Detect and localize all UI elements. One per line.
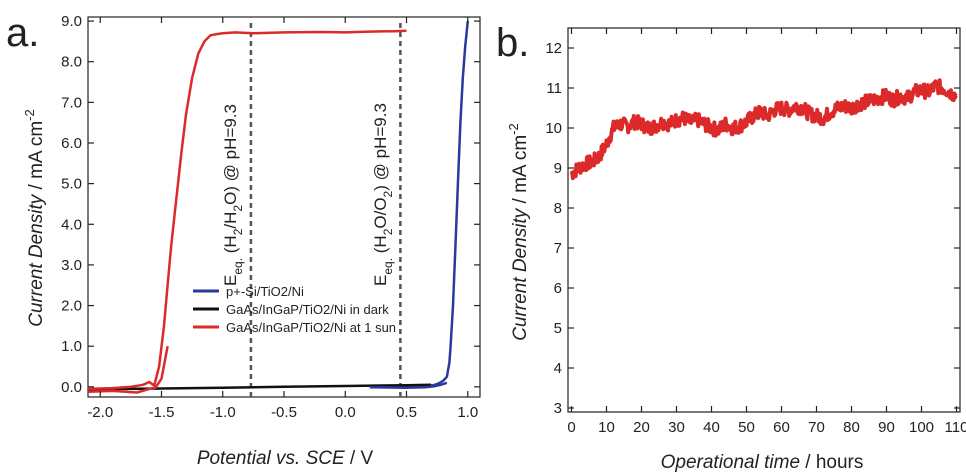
panel-b-ytick-label-3: 6: [554, 280, 562, 297]
panel-b-ytick-label-6: 9: [554, 160, 562, 177]
panel-a-ytick-label-7: 7.0: [61, 94, 82, 111]
panel-b-xtick-label-10: 100: [909, 419, 934, 436]
panel-b: b. 0 10 20 30 40 50 60 70 80 90 100 110 3 4 5 6 7 8 9 10 11…: [496, 21, 966, 472]
panel-a-xtick-label-2: -1.0: [210, 404, 236, 421]
panel-a-y-ticks: 0.0 1.0 2.0 3.0 4.0 5.0 6.0 7.0 8.0 9.0: [61, 13, 480, 396]
panel-b-xtick-label-5: 50: [738, 419, 755, 436]
panel-a-frame: [87, 16, 481, 398]
vline-label-o2-eq: eq.: [381, 258, 395, 275]
vline-label-h2-part1: (H: [221, 235, 240, 258]
panel-b-xtick-label-4: 40: [703, 419, 720, 436]
panel-b-y-axis-title-sup: -2: [506, 123, 521, 135]
vline-label-h2-sub2: 2: [231, 205, 245, 212]
panel-b-ytick-label-2: 5: [554, 320, 562, 337]
panel-a-ytick-label-9: 9.0: [61, 13, 82, 30]
panel-a-label: a.: [6, 11, 39, 55]
panel-b-ytick-label-5: 8: [554, 200, 562, 217]
vline-label-o2-sub2: 2: [381, 190, 395, 197]
panel-a-ytick-label-4: 4.0: [61, 216, 82, 233]
panel-b-xtick-label-0: 0: [567, 419, 575, 436]
panel-b-xtick-label-3: 30: [668, 419, 685, 436]
panel-b-ytick-label-1: 4: [554, 360, 562, 377]
panel-a-ytick-label-6: 6.0: [61, 135, 82, 152]
panel-a-x-axis-title-main: Potential vs. SCE: [197, 448, 345, 469]
panel-a-xtick-label-4: 0.0: [335, 404, 356, 421]
panel-b-xtick-label-8: 80: [843, 419, 860, 436]
panel-a-y-axis-title-sup: -2: [22, 109, 37, 121]
legend-label-sun: GaAs/InGaP/TiO2/Ni at 1 sun: [226, 320, 396, 335]
vline-label-o2-part2: O/O: [371, 197, 390, 228]
panel-b-x-axis-title: Operational time / hours: [661, 452, 864, 472]
vline-label-o2-sub1: 2: [381, 228, 395, 235]
panel-b-series-0: [569, 78, 958, 181]
panel-b-x-axis-title-unit: / hours: [800, 452, 863, 472]
panel-a-xtick-label-0: -2.0: [87, 404, 113, 421]
panel-a-x-axis-title: Potential vs. SCE / V: [197, 448, 374, 469]
vline-label-o2-part3: ) @ pH=9.3: [371, 103, 390, 191]
panel-b-frame: [567, 27, 961, 413]
panel-a-series-2: [87, 29, 407, 391]
vline-label-h2-eq: eq.: [231, 258, 245, 275]
panel-b-x-ticks: 0 10 20 30 40 50 60 70 80 90 100 110: [567, 28, 966, 436]
panel-b-y-axis-title-main: Current Density: [510, 207, 531, 340]
panel-b-label: b.: [496, 21, 529, 65]
panel-b-xtick-label-2: 20: [633, 419, 650, 436]
panel-b-y-ticks: 3 4 5 6 7 8 9 10 11 12: [545, 40, 960, 417]
panel-a-legend: p+-Si/TiO2/Ni GaAs/InGaP/TiO2/Ni in dark…: [193, 284, 396, 335]
panel-a-xtick-label-3: -0.5: [271, 404, 297, 421]
vline-label-h2-part3: O) @ pH=9.3: [221, 104, 240, 205]
vline-label-h2-e: E: [221, 275, 240, 286]
panel-b-xtick-label-6: 60: [773, 419, 790, 436]
panel-a-ytick-label-5: 5.0: [61, 176, 82, 193]
panel-a-plot: [87, 16, 481, 398]
panel-a-ytick-label-8: 8.0: [61, 54, 82, 71]
panel-b-x-axis-title-main: Operational time: [661, 452, 800, 472]
panel-a-series-4: [369, 381, 448, 389]
panel-a-y-axis-title-unit: / mA cm: [26, 121, 47, 195]
vline-label-h2: Eeq. (H2/H2O) @ pH=9.3: [221, 104, 245, 286]
panel-a: a. -2.0 -1.5 -1.0 -0.5 0.0 0.5 1.0 0.0 1.0 2.0 3.…: [6, 11, 481, 469]
legend-label-dark: GaAs/InGaP/TiO2/Ni in dark: [226, 302, 389, 317]
panel-a-xtick-label-5: 0.5: [396, 404, 417, 421]
panel-b-ytick-label-7: 10: [545, 120, 562, 137]
panel-a-x-ticks: -2.0 -1.5 -1.0 -0.5 0.0 0.5 1.0: [87, 17, 478, 421]
panel-a-series-1: [87, 383, 432, 391]
panel-a-ytick-label-0: 0.0: [61, 379, 82, 396]
panel-b-y-axis-title: Current Density / mA cm-2: [506, 123, 531, 340]
panel-a-x-axis-title-unit: / V: [345, 448, 374, 469]
panel-b-ytick-label-8: 11: [546, 80, 562, 97]
panel-a-ytick-label-2: 2.0: [61, 298, 82, 315]
panel-b-ytick-label-0: 3: [554, 400, 562, 417]
vline-label-o2-part1: (H: [371, 235, 390, 258]
panel-a-series-3: [87, 345, 169, 394]
panel-b-ytick-label-9: 12: [545, 40, 562, 57]
legend-label-p-si: p+-Si/TiO2/Ni: [226, 284, 304, 299]
panel-a-ytick-label-3: 3.0: [61, 257, 82, 274]
vline-label-h2-part2: /H: [221, 212, 240, 229]
panel-b-plot: [567, 27, 961, 413]
panel-a-xtick-label-6: 1.0: [457, 404, 478, 421]
panel-a-ytick-label-1: 1.0: [61, 338, 82, 355]
vline-label-h2-sub1: 2: [231, 228, 245, 235]
panel-b-xtick-label-11: 110: [945, 419, 966, 436]
panel-b-ytick-label-4: 7: [554, 240, 562, 257]
vline-label-o2: Eeq. (H2O/O2) @ pH=9.3: [371, 103, 395, 286]
panel-b-xtick-label-9: 90: [878, 419, 895, 436]
panel-a-y-axis-title-main: Current Density: [26, 193, 47, 326]
panel-b-xtick-label-1: 10: [598, 419, 615, 436]
panel-a-y-axis-title: Current Density / mA cm-2: [22, 109, 47, 326]
panel-b-y-axis-title-unit: / mA cm: [510, 135, 531, 209]
vline-label-o2-e: E: [371, 275, 390, 286]
panel-b-xtick-label-7: 70: [808, 419, 825, 436]
panel-a-xtick-label-1: -1.5: [149, 404, 175, 421]
